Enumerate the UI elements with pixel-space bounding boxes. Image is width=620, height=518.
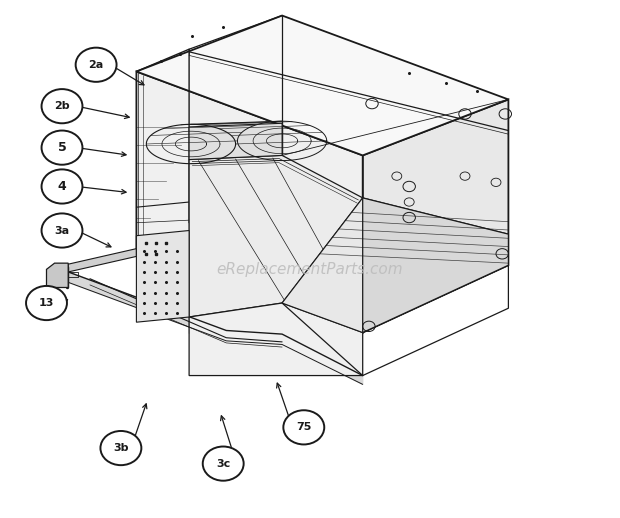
- Polygon shape: [136, 231, 189, 322]
- Polygon shape: [282, 334, 363, 384]
- Polygon shape: [189, 303, 363, 376]
- Polygon shape: [282, 198, 508, 333]
- Polygon shape: [189, 155, 363, 317]
- Polygon shape: [363, 198, 508, 333]
- Text: 2a: 2a: [89, 60, 104, 70]
- Polygon shape: [68, 272, 226, 341]
- Polygon shape: [136, 16, 508, 155]
- Polygon shape: [363, 99, 508, 333]
- Polygon shape: [226, 330, 282, 344]
- Circle shape: [76, 48, 117, 82]
- Circle shape: [42, 89, 82, 123]
- Circle shape: [100, 431, 141, 465]
- Text: 4: 4: [58, 180, 66, 193]
- Polygon shape: [68, 249, 136, 272]
- Text: eReplacementParts.com: eReplacementParts.com: [216, 262, 404, 277]
- Text: 3c: 3c: [216, 458, 230, 469]
- Polygon shape: [189, 123, 282, 160]
- Text: 2b: 2b: [54, 101, 70, 111]
- Circle shape: [26, 286, 67, 320]
- Circle shape: [203, 447, 244, 481]
- Circle shape: [42, 213, 82, 248]
- Text: 3b: 3b: [113, 443, 129, 453]
- Circle shape: [283, 410, 324, 444]
- Text: 3a: 3a: [55, 225, 69, 236]
- Circle shape: [42, 169, 82, 204]
- Text: 13: 13: [39, 298, 54, 308]
- Text: 75: 75: [296, 422, 311, 433]
- Polygon shape: [136, 71, 363, 333]
- Circle shape: [42, 131, 82, 165]
- Text: 5: 5: [58, 141, 66, 154]
- Polygon shape: [46, 263, 68, 287]
